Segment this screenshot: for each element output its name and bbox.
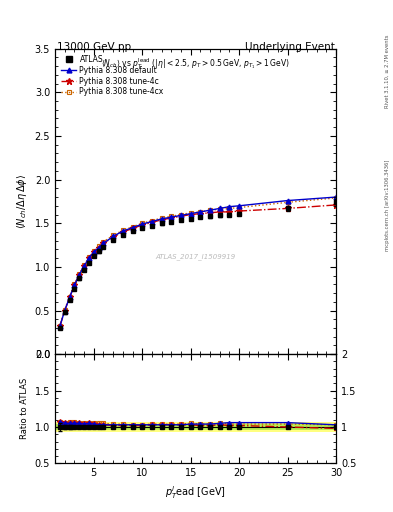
Text: $\langle N_{ch}\rangle$ vs $p_T^{\rm lead}$ ($|\eta|<2.5,\,p_T>0.5\,{\rm GeV},\,: $\langle N_{ch}\rangle$ vs $p_T^{\rm lea…: [101, 56, 290, 71]
Y-axis label: $\langle N_{ch}/\Delta\eta\,\Delta\phi\rangle$: $\langle N_{ch}/\Delta\eta\,\Delta\phi\r…: [15, 174, 29, 229]
Text: 13000 GeV pp: 13000 GeV pp: [57, 42, 131, 52]
Text: ATLAS_2017_I1509919: ATLAS_2017_I1509919: [155, 253, 236, 260]
Bar: [55, 422, 336, 432]
Y-axis label: Ratio to ATLAS: Ratio to ATLAS: [20, 378, 29, 439]
Legend: ATLAS, Pythia 8.308 default, Pythia 8.308 tune-4c, Pythia 8.308 tune-4cx: ATLAS, Pythia 8.308 default, Pythia 8.30…: [59, 52, 166, 99]
X-axis label: $p_T^l{\rm ead}$ [GeV]: $p_T^l{\rm ead}$ [GeV]: [165, 484, 226, 501]
Text: mcplots.cern.ch [arXiv:1306.3436]: mcplots.cern.ch [arXiv:1306.3436]: [385, 159, 389, 250]
Bar: [55, 424, 336, 430]
Text: Rivet 3.1.10, ≥ 2.7M events: Rivet 3.1.10, ≥ 2.7M events: [385, 35, 389, 109]
Text: Underlying Event: Underlying Event: [245, 42, 335, 52]
